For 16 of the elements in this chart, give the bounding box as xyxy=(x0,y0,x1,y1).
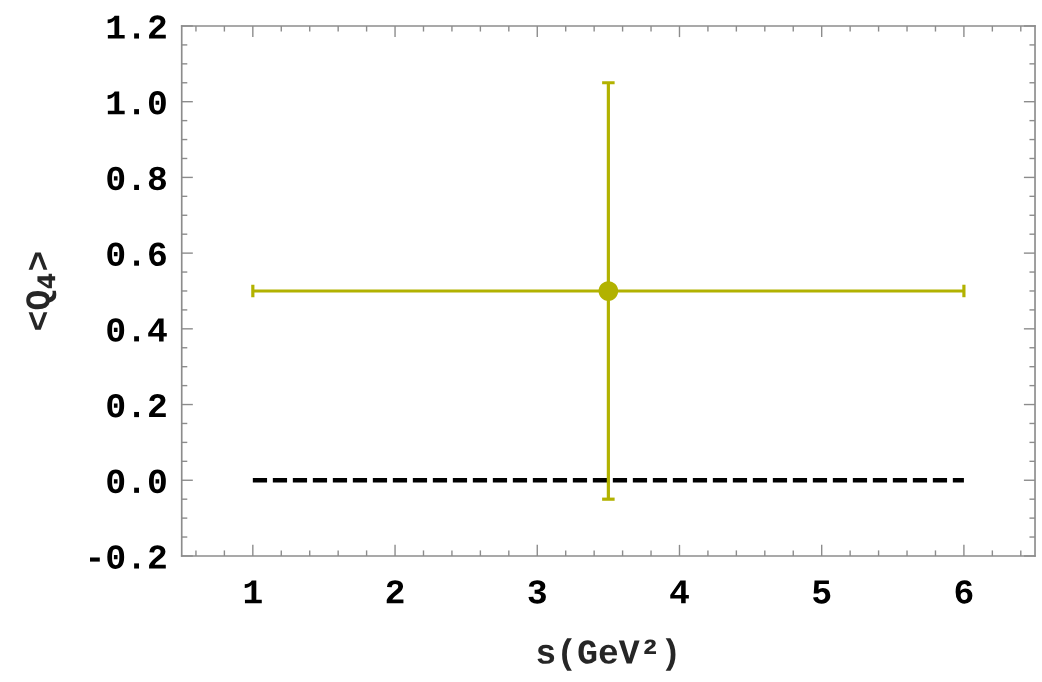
y-tick-label: 0.2 xyxy=(107,393,166,418)
x-axis-title: s(GeV²) xyxy=(537,638,676,671)
y-tick-label: 0.8 xyxy=(107,166,166,191)
x-tick-label: 6 xyxy=(955,580,973,604)
y-tick-label: 1.0 xyxy=(107,91,166,115)
x-tick-label: 4 xyxy=(670,580,689,604)
y-tick-label: -0.2 xyxy=(89,545,166,569)
y-axis-title: <Q$_{4}$> xyxy=(26,252,57,330)
y-tick-label: 0.4 xyxy=(107,318,167,342)
x-tick-label: 2 xyxy=(386,580,404,604)
y-tick-label: 1.2 xyxy=(107,15,166,39)
y-tick-label: 0.6 xyxy=(107,242,166,267)
x-tick-label: 5 xyxy=(813,580,831,604)
x-tick-label: 1 xyxy=(244,580,262,604)
x-tick-label: 3 xyxy=(528,580,546,604)
y-tick-label: 0.0 xyxy=(107,469,166,494)
